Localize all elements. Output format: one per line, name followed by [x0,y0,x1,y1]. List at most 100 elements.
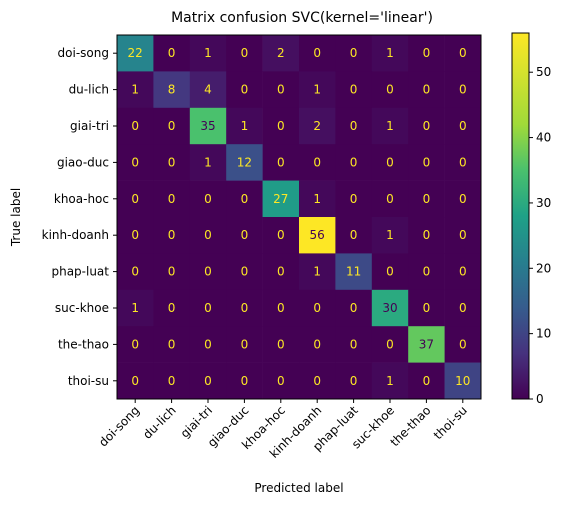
cell-value-label: 0 [204,192,212,206]
matrix-cell [371,289,409,327]
matrix-cell [117,326,154,363]
cell-value-label: 0 [350,301,358,315]
matrix-cell [117,35,154,72]
cell-value-label: 0 [277,83,285,97]
cell-value-label: 0 [423,119,431,133]
matrix-cell [335,289,373,327]
matrix-cell-labels: 22 0 1 0 2 0 0 1 0 01 8 4 0 0 1 0 0 0 00 0 35 1 0 2 0 1 0 00 0 1 12 0 0 0… [128,46,471,388]
cell-value-label: 0 [131,155,139,169]
matrix-cell [226,144,263,181]
cell-value-label: 0 [386,337,394,351]
matrix-cell [117,217,154,254]
cell-value-label: 0 [277,301,285,315]
cell-value-label: 0 [277,337,285,351]
cell-value-label: 0 [423,192,431,206]
matrix-cell [408,180,445,218]
cell-value-label: 0 [241,301,249,315]
cell-value-label: 0 [277,265,285,279]
cell-value-label: 0 [131,265,139,279]
cell-value-label: 0 [277,119,285,133]
matrix-cell [117,144,154,181]
matrix-cell [408,326,445,363]
cell-value-label: 1 [204,155,212,169]
cell-value-label: 0 [313,337,321,351]
cell-value-label: 4 [204,83,212,97]
cell-value-label: 0 [313,46,321,60]
y-axis-ticks: doi-song du-lich giai-tri giao-duc khoa-hoc k… [42,46,117,388]
cell-value-label: 0 [204,374,212,388]
matrix-cell [371,35,409,72]
matrix-cell [153,289,191,327]
matrix-cell [371,144,409,181]
matrix-cell [262,180,300,218]
cell-value-label: 0 [241,46,249,60]
matrix-cell [408,71,445,109]
matrix-cell [444,253,482,291]
cell-value-label: 0 [350,228,358,242]
matrix-cell [371,217,409,254]
cell-value-label: 0 [350,119,358,133]
cell-value-label: 0 [423,228,431,242]
cell-value-label: 0 [386,265,394,279]
y-tick-label: thoi-su [68,374,109,388]
matrix-cell [262,217,300,254]
cell-value-label: 8 [168,83,176,97]
cell-value-label: 0 [386,155,394,169]
matrix-cell [189,362,227,400]
matrix-cell [371,326,409,363]
matrix-cell [262,326,300,363]
matrix-cell [371,253,409,291]
matrix-cell [371,107,409,145]
matrix-cell [444,326,482,363]
colorbar-tick-label: 10 [536,327,551,341]
matrix-cell [189,326,227,363]
cell-value-label: 12 [237,155,252,169]
cell-value-label: 0 [131,192,139,206]
cell-value-label: 0 [241,337,249,351]
cell-value-label: 10 [455,374,470,388]
cell-value-label: 0 [350,192,358,206]
matrix-cell [226,35,263,72]
cell-value-label: 0 [241,374,249,388]
matrix-cell [335,362,373,400]
cell-value-label: 1 [313,192,321,206]
matrix-cell [262,253,300,291]
cell-value-label: 56 [310,228,325,242]
cell-value-label: 0 [350,374,358,388]
cell-value-label: 0 [168,337,176,351]
matrix-cell [226,107,263,145]
matrix-cell [117,253,154,291]
colorbar-tick-label: 40 [536,131,551,145]
matrix-cell [408,107,445,145]
cell-value-label: 22 [128,46,143,60]
matrix-cell [153,326,191,363]
cell-value-label: 0 [459,155,467,169]
matrix-cell [408,289,445,327]
cell-value-label: 0 [241,228,249,242]
y-tick-label: giao-duc [57,155,109,169]
matrix-cell [189,71,227,109]
matrix-cell [226,362,263,400]
matrix-cell [299,35,336,72]
cell-value-label: 0 [131,119,139,133]
matrix-cell [262,289,300,327]
matrix-cell [371,362,409,400]
colorbar-ticks: 0 10 20 30 40 50 [529,65,551,406]
cell-value-label: 1 [313,265,321,279]
matrix-cell [444,289,482,327]
matrix-cell [444,217,482,254]
cell-value-label: 0 [168,119,176,133]
cell-value-label: 1 [386,374,394,388]
matrix-cell [189,107,227,145]
matrix-cell [444,362,482,400]
cell-value-label: 0 [204,265,212,279]
colorbar-tick-label: 20 [536,261,551,275]
matrix-cell [153,180,191,218]
x-axis-label: Predicted label [254,481,343,495]
matrix-cell [117,71,154,109]
matrix-cell [226,180,263,218]
cell-value-label: 0 [168,301,176,315]
cell-value-label: 0 [350,155,358,169]
matrix-cell [153,362,191,400]
